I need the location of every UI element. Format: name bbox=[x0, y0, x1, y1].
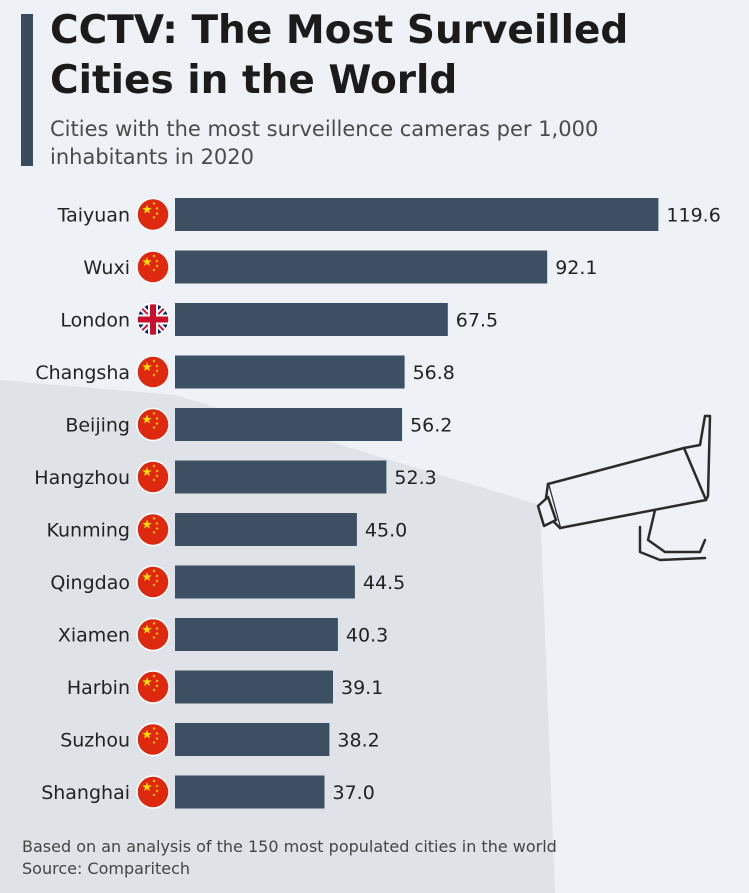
title-accent-bar bbox=[21, 14, 33, 166]
bar bbox=[175, 775, 325, 809]
footer-note: Based on an analysis of the 150 most pop… bbox=[22, 837, 557, 856]
value-label: 56.8 bbox=[413, 362, 455, 384]
value-label: 119.6 bbox=[666, 205, 720, 227]
china-flag-icon bbox=[136, 722, 170, 757]
category-label: Qingdao bbox=[50, 572, 130, 594]
category-label: Hangzhou bbox=[34, 467, 130, 489]
china-flag-icon bbox=[136, 775, 170, 809]
category-label: London bbox=[60, 310, 130, 332]
china-flag-icon bbox=[136, 250, 170, 284]
chart-title: CCTV: The Most Surveilled Cities in the … bbox=[50, 8, 629, 103]
value-label: 92.1 bbox=[555, 257, 597, 279]
value-label: 38.2 bbox=[337, 730, 379, 752]
value-label: 67.5 bbox=[456, 310, 498, 332]
china-flag-icon bbox=[136, 407, 170, 442]
uk-flag-icon bbox=[136, 302, 170, 337]
china-flag-icon bbox=[136, 460, 170, 494]
bar bbox=[175, 250, 548, 284]
bar bbox=[175, 723, 330, 756]
bar bbox=[175, 513, 357, 546]
category-label: Wuxi bbox=[83, 257, 130, 279]
china-flag-icon bbox=[136, 617, 170, 652]
category-label: Changsha bbox=[35, 362, 130, 384]
category-label: Kunming bbox=[47, 520, 131, 542]
category-label: Beijing bbox=[65, 415, 130, 437]
chart-footer: Based on an analysis of the 150 most pop… bbox=[22, 836, 557, 880]
category-label: Suzhou bbox=[60, 730, 130, 752]
bar bbox=[175, 408, 403, 441]
chart-subtitle: Cities with the most surveillence camera… bbox=[50, 117, 599, 169]
value-label: 45.0 bbox=[365, 520, 407, 542]
value-label: 52.3 bbox=[394, 467, 436, 489]
china-flag-icon bbox=[136, 512, 170, 547]
bar bbox=[175, 460, 387, 494]
bar bbox=[175, 618, 338, 651]
value-label: 40.3 bbox=[346, 625, 388, 647]
china-flag-icon bbox=[136, 565, 170, 599]
bar bbox=[175, 670, 333, 704]
category-label: Harbin bbox=[67, 677, 130, 699]
bar bbox=[175, 355, 405, 389]
china-flag-icon bbox=[136, 197, 170, 232]
category-label: Shanghai bbox=[41, 782, 130, 804]
value-label: 37.0 bbox=[333, 782, 375, 804]
value-label: 39.1 bbox=[341, 677, 383, 699]
china-flag-icon bbox=[136, 355, 170, 389]
cctv-camera-icon bbox=[536, 414, 712, 562]
footer-source: Source: Comparitech bbox=[22, 859, 191, 878]
category-label: Xiamen bbox=[58, 625, 130, 647]
bar bbox=[175, 303, 448, 336]
bar bbox=[175, 565, 355, 599]
value-label: 56.2 bbox=[410, 415, 452, 437]
bar bbox=[175, 198, 659, 231]
china-flag-icon bbox=[136, 670, 170, 704]
value-label: 44.5 bbox=[363, 572, 405, 594]
category-label: Taiyuan bbox=[57, 205, 130, 227]
